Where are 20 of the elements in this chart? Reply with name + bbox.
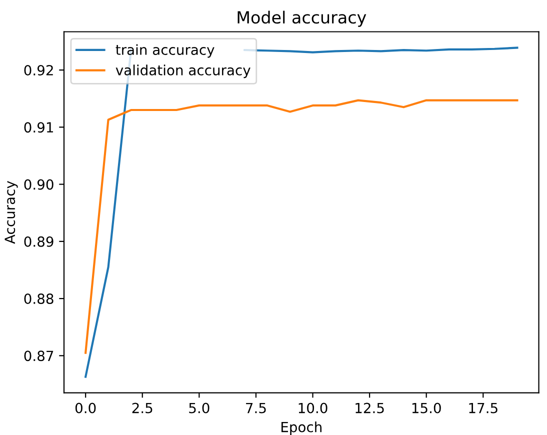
x-axis-title: Epoch — [281, 422, 322, 435]
legend-label: validation accuracy — [116, 64, 250, 78]
x-tick-label: 2.5 — [132, 402, 152, 414]
chart-title: Model accuracy — [238, 10, 366, 27]
line-series — [84, 99, 518, 354]
y-tick-label: 0.87 — [24, 350, 54, 362]
y-axis-title: Accuracy — [4, 180, 18, 244]
legend-label: train accuracy — [116, 44, 214, 58]
y-tick-label: 0.90 — [24, 179, 54, 190]
x-tick-label: 17.5 — [469, 402, 498, 414]
x-tick-label: 15.0 — [412, 402, 441, 414]
x-tick-label: 5.0 — [189, 402, 210, 414]
x-tick-label: 12.5 — [356, 402, 384, 414]
y-tick-label: 0.92 — [24, 65, 53, 76]
x-tick-label: 7.5 — [246, 402, 266, 414]
y-tick-label: 0.88 — [24, 294, 54, 304]
x-tick-label: 0.0 — [75, 402, 96, 414]
y-tick-label: 0.89 — [24, 236, 54, 247]
x-tick-label: 10.0 — [298, 402, 328, 414]
y-tick-label: 0.91 — [24, 122, 53, 133]
